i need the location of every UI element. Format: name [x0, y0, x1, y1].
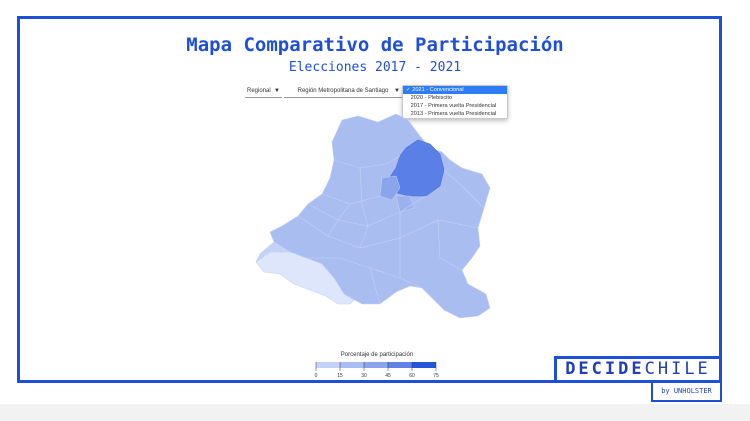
map-region-coast[interactable] — [255, 241, 292, 263]
commune-borders — [297, 155, 485, 305]
legend-tick-label: 45 — [385, 373, 391, 379]
legend-tick-label: 60 — [409, 373, 415, 379]
content-frame — [17, 16, 722, 383]
caret-down-icon: ▼ — [394, 88, 400, 94]
legend-tick-label: 0 — [315, 373, 318, 379]
election-option[interactable]: ✓ 2021 - Convencional — [403, 86, 507, 94]
legend-tick-label: 75 — [433, 373, 439, 379]
region-select[interactable]: Región Metropolitana de Santiago ▼ — [284, 86, 402, 98]
brand-logo: DECIDECHILE — [554, 356, 722, 383]
legend-tick-label: 15 — [337, 373, 343, 379]
legend-swatch — [316, 362, 340, 368]
caret-down-icon: ▼ — [274, 88, 280, 94]
region-map — [255, 113, 491, 319]
legend-tick-label: 30 — [361, 373, 367, 379]
footer-strip — [0, 404, 750, 421]
election-option[interactable]: 2020 - Plebiscito — [410, 95, 453, 101]
map-region-small[interactable] — [379, 175, 401, 201]
legend-swatch — [340, 362, 364, 368]
election-dropdown-menu[interactable]: ✓ 2021 - Convencional 2020 - Plebiscito … — [402, 85, 508, 119]
election-option[interactable]: 2013 - Primera vuelta Presidencial — [410, 111, 497, 117]
map-region-small[interactable] — [395, 195, 415, 213]
level-select-label: Regional — [247, 88, 271, 94]
map-region-southwest[interactable] — [255, 251, 355, 305]
region-select-label: Región Metropolitana de Santiago — [297, 88, 389, 94]
page-title: Mapa Comparativo de Participación — [186, 34, 564, 56]
legend-scale: 0 15 30 45 60 75 — [315, 362, 439, 379]
legend-swatch — [412, 362, 436, 368]
level-select[interactable]: Regional ▼ — [245, 86, 282, 98]
legend-swatch — [388, 362, 412, 368]
election-option[interactable]: 2017 - Primera vuelta Presidencial — [410, 103, 497, 109]
legend-title: Porcentaje de participación — [340, 352, 414, 358]
page-subtitle: Elecciones 2017 - 2021 — [288, 60, 462, 75]
brand-byline: by UNHOLSTER — [651, 383, 722, 402]
legend-swatch — [364, 362, 388, 368]
